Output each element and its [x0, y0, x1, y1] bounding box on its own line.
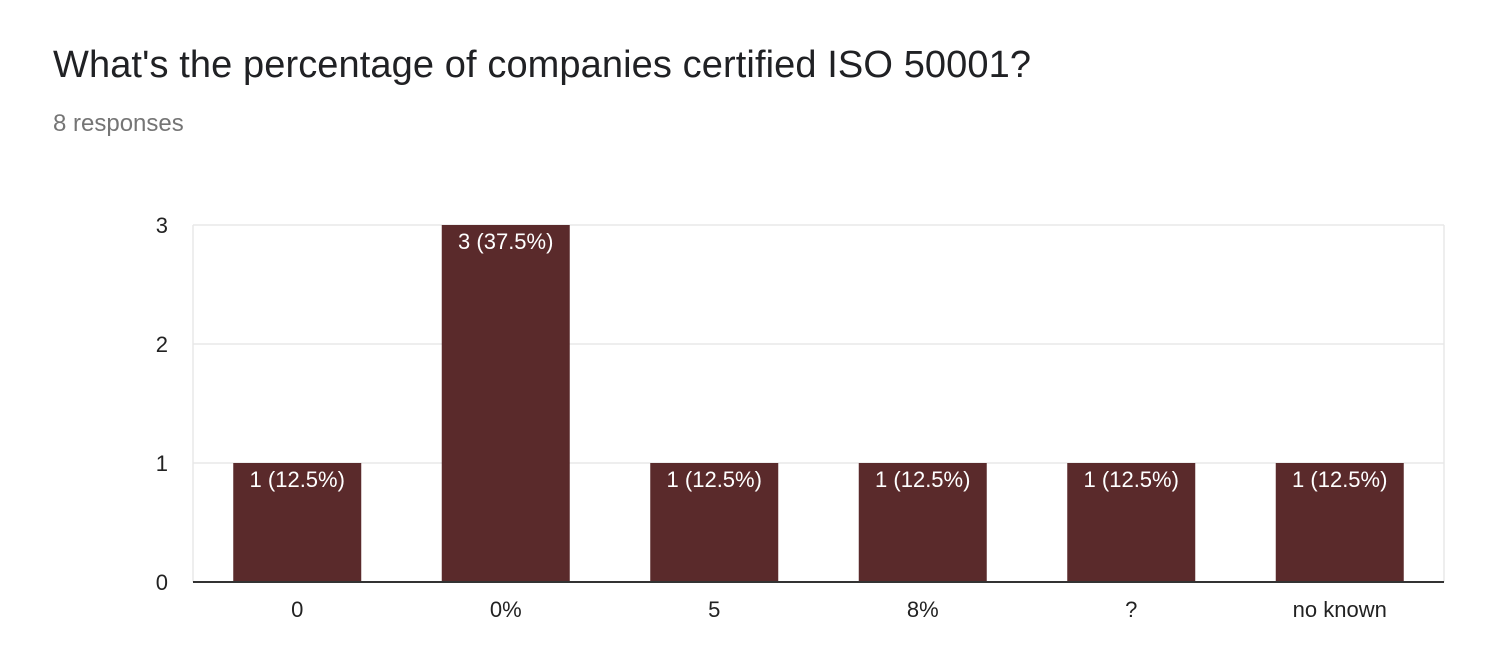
x-tick-label: ? — [1125, 597, 1137, 622]
x-tick-label: 0 — [291, 597, 303, 622]
bar-data-label: 3 (37.5%) — [458, 229, 553, 254]
x-tick-label: 5 — [708, 597, 720, 622]
x-tick-label: 0% — [490, 597, 522, 622]
bar-3 — [650, 463, 779, 582]
y-tick-label: 3 — [156, 213, 168, 238]
question-title: What's the percentage of companies certi… — [53, 44, 1032, 86]
bar-4 — [858, 463, 987, 582]
bar-data-label: 1 (12.5%) — [1084, 467, 1179, 492]
y-tick-label: 2 — [156, 332, 168, 357]
bar-data-label: 1 (12.5%) — [1292, 467, 1387, 492]
bar-data-label: 1 (12.5%) — [875, 467, 970, 492]
x-tick-label: no known — [1293, 597, 1387, 622]
x-tick-label: 8% — [907, 597, 939, 622]
y-tick-label: 0 — [156, 570, 168, 595]
bar-data-label: 1 (12.5%) — [667, 467, 762, 492]
bar-6 — [1275, 463, 1404, 582]
response-count: 8 responses — [53, 110, 184, 137]
bar-5 — [1067, 463, 1196, 582]
bar-data-label: 1 (12.5%) — [250, 467, 345, 492]
bar-2 — [441, 225, 570, 582]
bar-1 — [233, 463, 362, 582]
y-tick-label: 1 — [156, 451, 168, 476]
